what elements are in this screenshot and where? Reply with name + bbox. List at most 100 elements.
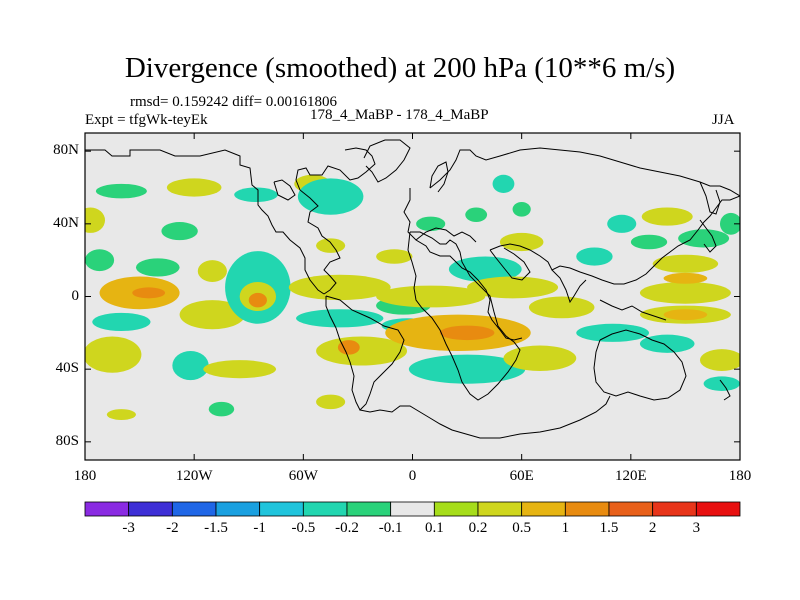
contour-blob-31 <box>439 325 495 341</box>
season-label: JJA <box>712 112 735 128</box>
coastline-greenland <box>363 139 411 183</box>
contour-blob-54 <box>639 334 695 353</box>
coastline-kamchatka <box>699 181 721 215</box>
contour-blob-43 <box>512 202 531 217</box>
coastline-india <box>551 269 587 304</box>
contour-blob-37 <box>492 174 515 193</box>
contour-blob-33 <box>448 256 522 282</box>
y-tick-label-0: 80N <box>53 142 79 159</box>
coastline-south-america <box>325 295 405 411</box>
contour-blob-38 <box>499 232 544 252</box>
colorbar-label-12: 2 <box>648 520 657 536</box>
colorbar-label-2: -1.5 <box>204 520 228 536</box>
contour-blob-45 <box>607 214 637 233</box>
contour-blob-4 <box>132 287 166 299</box>
x-tick-label-5: 120E <box>614 468 647 484</box>
coastline-new-zealand <box>719 379 731 401</box>
x-tick-label-1: 120W <box>175 468 213 484</box>
contour-blob-14 <box>248 292 267 308</box>
colorbar-label-1: -2 <box>166 520 179 536</box>
tick-marks <box>84 133 741 460</box>
coastline-antarctica <box>359 395 611 439</box>
chart-title: Divergence (smoothed) at 200 hPa (10**6 … <box>124 52 676 84</box>
x-tick-label-4: 60E <box>509 468 534 484</box>
contour-blob-20 <box>297 178 364 215</box>
contour-blob-22 <box>288 274 391 301</box>
contour-blob-7 <box>85 336 142 373</box>
contour-blob-55 <box>699 349 740 371</box>
colorbar-label-5: -0.2 <box>335 520 359 536</box>
contour-blob-11 <box>179 300 246 330</box>
colorbar-label-13: 3 <box>692 520 701 536</box>
contour-blob-10 <box>197 260 227 282</box>
coastline-eurasia-west <box>403 188 523 341</box>
contour-blob-18 <box>234 187 278 203</box>
experiment-label: Expt = tfgWk-teyEk <box>85 112 208 128</box>
contour-blob-21 <box>316 238 346 253</box>
contour-blob-15 <box>172 351 209 381</box>
y-tick-label-1: 40N <box>53 214 79 231</box>
colorbar-label-8: 0.2 <box>468 520 488 536</box>
contour-blob-35 <box>416 216 446 232</box>
contour-blob-42 <box>576 323 650 342</box>
contour-blob-34 <box>467 276 559 299</box>
colorbar-label-7: 0.1 <box>424 520 444 536</box>
colorbar-label-11: 1.5 <box>599 520 619 536</box>
colorbar-label-6: -0.1 <box>378 520 403 536</box>
y-tick-label-2: 0 <box>71 287 80 304</box>
x-tick-label-3: 0 <box>408 468 417 484</box>
contour-blob-27 <box>376 249 413 264</box>
contour-blob-32 <box>376 285 486 308</box>
contour-layer <box>85 174 740 421</box>
contour-blob-5 <box>92 312 151 332</box>
contour-blob-16 <box>203 360 277 379</box>
coastline-eurasia-north <box>429 147 740 197</box>
contour-blob-57 <box>703 376 740 391</box>
contour-blob-1 <box>95 183 147 199</box>
contour-blob-24 <box>316 336 408 366</box>
coastline-hudson-bay <box>273 179 296 201</box>
contour-blob-49 <box>652 254 719 273</box>
colorbar-label-0: -3 <box>122 520 135 536</box>
contour-blob-41 <box>528 296 595 319</box>
coastline-maritime <box>599 299 667 321</box>
colorbar-label-9: 0.5 <box>512 520 532 536</box>
y-tick-label-3: 40S <box>55 360 79 377</box>
stats-label: rmsd= 0.159242 diff= 0.00161806 <box>130 94 338 110</box>
contour-blob-48 <box>678 229 730 248</box>
contour-blob-9 <box>161 222 198 241</box>
colorbar-label-10: 1 <box>561 520 570 536</box>
colorbar-label-4: -0.5 <box>291 520 316 536</box>
x-tick-label-0: 180 <box>73 468 97 484</box>
coastline-japan <box>699 219 717 253</box>
contour-blob-58 <box>106 409 136 421</box>
coastline-asia-east <box>489 195 740 285</box>
contour-blob-40 <box>503 345 577 371</box>
contour-blob-25 <box>337 340 360 355</box>
coastline-scandinavia <box>429 161 449 193</box>
contour-blob-56 <box>719 212 740 235</box>
coastline-africa <box>407 231 521 401</box>
y-tick-label-4: 80S <box>55 432 79 449</box>
contour-blob-0 <box>85 207 106 233</box>
comparison-label: 178_4_MaBP - 178_4_MaBP <box>310 107 489 123</box>
coastline-mediterranean <box>415 227 477 243</box>
coastline-arabia <box>489 247 531 281</box>
contour-blob-50 <box>639 281 731 304</box>
contour-blob-53 <box>663 309 708 321</box>
coastline-north-america-east <box>295 147 376 295</box>
contour-blob-47 <box>630 234 668 250</box>
contour-blob-39 <box>408 354 526 384</box>
x-tick-label-6: 180 <box>728 468 752 484</box>
contour-blob-8 <box>166 178 222 197</box>
contour-blob-46 <box>641 207 693 226</box>
contour-blob-6 <box>135 258 180 277</box>
contour-blob-51 <box>663 272 708 284</box>
x-tick-label-2: 60W <box>288 468 318 484</box>
contour-blob-17 <box>208 401 235 417</box>
contour-blob-36 <box>465 207 488 223</box>
coastline-north-america <box>85 149 325 295</box>
colorbar-label-3: -1 <box>253 520 266 536</box>
contour-blob-26 <box>316 394 346 410</box>
